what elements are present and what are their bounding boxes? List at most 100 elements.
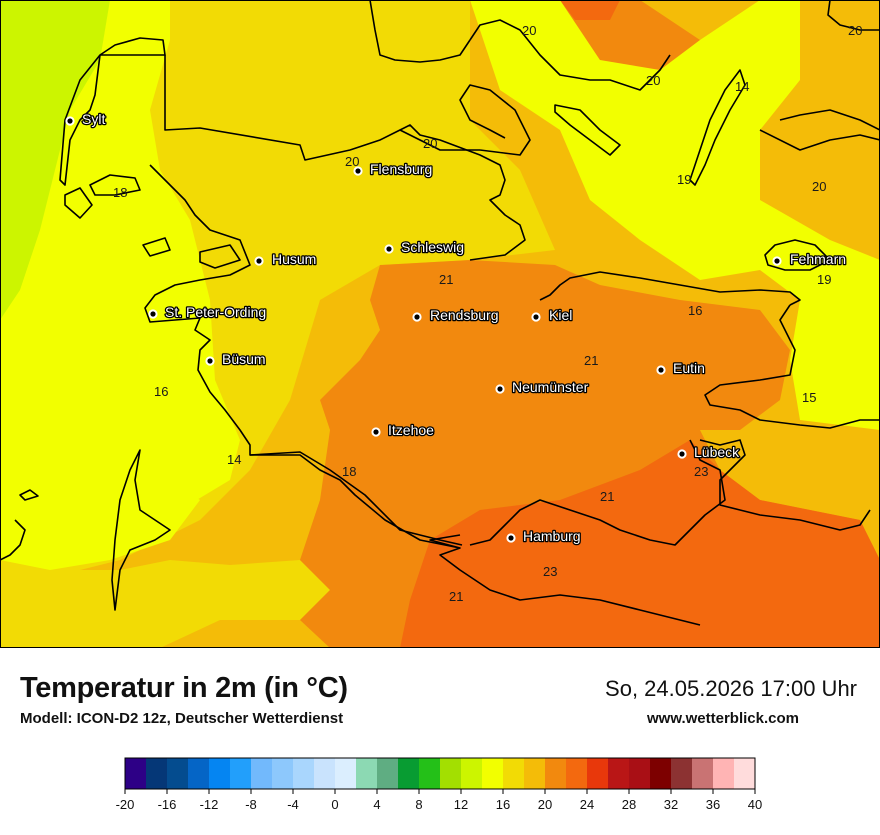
legend-tick-label: 4 bbox=[373, 797, 380, 812]
city-sylt[interactable]: Sylt bbox=[65, 110, 107, 128]
legend-swatch bbox=[671, 758, 693, 789]
temp-field-18-south bbox=[0, 560, 330, 648]
footer: Temperatur in 2m (in °C) Modell: ICON-D2… bbox=[0, 648, 880, 830]
amrum-island bbox=[64, 187, 93, 219]
legend-swatch bbox=[356, 758, 378, 789]
city-husum[interactable]: Husum bbox=[254, 250, 318, 268]
legend-swatch bbox=[209, 758, 231, 789]
small-coast-sw bbox=[0, 519, 26, 561]
svg-text:Büsum: Büsum bbox=[222, 351, 266, 367]
legend-swatch bbox=[398, 758, 420, 789]
svg-text:Flensburg: Flensburg bbox=[370, 161, 432, 177]
lubeck-border bbox=[469, 439, 726, 546]
legend-swatch bbox=[461, 758, 483, 789]
iso-label: 21 bbox=[439, 272, 453, 287]
legend-swatch bbox=[650, 758, 672, 789]
city-kiel[interactable]: Kiel bbox=[531, 306, 574, 324]
legend-swatch bbox=[524, 758, 546, 789]
legend-swatch bbox=[230, 758, 252, 789]
iso-label: 18 bbox=[342, 464, 356, 479]
city-neumuenster[interactable]: Neumünster bbox=[495, 378, 590, 396]
legend-swatch bbox=[713, 758, 735, 789]
temp-field-20-east bbox=[780, 110, 880, 240]
city-luebeck[interactable]: Lübeck bbox=[677, 443, 741, 461]
legend-tick-label: 36 bbox=[706, 797, 720, 812]
legend-swatch bbox=[314, 758, 336, 789]
temp-field-24 bbox=[400, 440, 880, 648]
iso-label: 14 bbox=[735, 79, 749, 94]
coastlines bbox=[0, 0, 880, 626]
legend-swatch bbox=[629, 758, 651, 789]
flensburg-fjord bbox=[459, 84, 531, 156]
elbe-south-bank bbox=[439, 547, 701, 626]
legend-tick-label: 8 bbox=[415, 797, 422, 812]
lubeck-bay bbox=[699, 439, 871, 531]
legend-swatch bbox=[608, 758, 630, 789]
legend-tick-label: -4 bbox=[287, 797, 299, 812]
iso-label: 20 bbox=[423, 136, 437, 151]
svg-text:Schleswig: Schleswig bbox=[401, 239, 464, 255]
kiel-fjord bbox=[539, 271, 801, 306]
iso-label: 18 bbox=[113, 185, 127, 200]
iso-label: 21 bbox=[600, 489, 614, 504]
svg-text:Sylt: Sylt bbox=[82, 111, 105, 127]
iso-label: 16 bbox=[154, 384, 168, 399]
legend-tick-label: -20 bbox=[116, 797, 135, 812]
map-title: Temperatur in 2m (in °C) bbox=[20, 672, 348, 704]
svg-text:Itzehoe: Itzehoe bbox=[388, 422, 434, 438]
island-small-west bbox=[19, 489, 39, 501]
legend-tick-label: -12 bbox=[200, 797, 219, 812]
legend-tick-label: 12 bbox=[454, 797, 468, 812]
iso-label: 20 bbox=[646, 73, 660, 88]
east-coast-mid bbox=[759, 129, 880, 151]
city-buesum[interactable]: Büsum bbox=[205, 350, 267, 368]
city-itzehoe[interactable]: Itzehoe bbox=[371, 421, 435, 439]
legend-tick-label: 16 bbox=[496, 797, 510, 812]
baltic-island-east bbox=[554, 104, 621, 156]
sylt-island bbox=[59, 37, 166, 186]
legend-swatch bbox=[251, 758, 273, 789]
city-eutin[interactable]: Eutin bbox=[656, 359, 706, 377]
iso-label: 23 bbox=[543, 564, 557, 579]
denmark-north-2 bbox=[827, 0, 880, 31]
forecast-datetime: So, 24.05.2026 17:00 Uhr bbox=[605, 676, 857, 701]
svg-text:Husum: Husum bbox=[272, 251, 316, 267]
elbe-north-bank bbox=[249, 451, 463, 546]
iso-label: 20 bbox=[812, 179, 826, 194]
svg-text:Lübeck: Lübeck bbox=[694, 444, 740, 460]
legend-tick-label: -16 bbox=[158, 797, 177, 812]
svg-text:Fehmarn: Fehmarn bbox=[790, 251, 846, 267]
legend-swatch bbox=[146, 758, 168, 789]
iso-label: 20 bbox=[522, 23, 536, 38]
city-fehmarn[interactable]: Fehmarn bbox=[772, 250, 847, 268]
iso-label: 21 bbox=[449, 589, 463, 604]
temp-field-16-east bbox=[470, 0, 880, 430]
svg-text:Kiel: Kiel bbox=[549, 307, 572, 323]
eider-estuary bbox=[111, 449, 171, 611]
legend-swatch bbox=[125, 758, 147, 789]
city-schleswig[interactable]: Schleswig bbox=[384, 238, 465, 256]
iso-label: 20 bbox=[345, 154, 359, 169]
east-coast-north bbox=[469, 19, 671, 91]
isotherm-labels: 20 20 20 14 20 19 20 18 20 21 16 19 21 1… bbox=[113, 23, 862, 604]
legend-tick-label: 28 bbox=[622, 797, 636, 812]
schlei-coast bbox=[399, 124, 526, 261]
legend-swatch bbox=[587, 758, 609, 789]
svg-text:Eutin: Eutin bbox=[673, 360, 705, 376]
city-rendsburg[interactable]: Rendsburg bbox=[412, 306, 500, 324]
svg-text:Hamburg: Hamburg bbox=[523, 528, 581, 544]
legend-tick-label: 20 bbox=[538, 797, 552, 812]
svg-text:St. Peter-Ording: St. Peter-Ording bbox=[165, 304, 266, 320]
iso-label: 16 bbox=[688, 303, 702, 318]
denmark-east-coast bbox=[779, 109, 880, 131]
legend-swatch bbox=[377, 758, 399, 789]
legend-swatch bbox=[545, 758, 567, 789]
legend-swatch bbox=[272, 758, 294, 789]
cities: Sylt Flensburg Schleswig Husum St. Peter… bbox=[65, 110, 847, 545]
iso-label: 20 bbox=[848, 23, 862, 38]
city-st-peter-ording[interactable]: St. Peter-Ording bbox=[148, 303, 267, 321]
nordstrand-island bbox=[199, 244, 241, 269]
website-link[interactable]: www.wetterblick.com bbox=[647, 710, 799, 727]
city-hamburg[interactable]: Hamburg bbox=[506, 527, 582, 545]
city-flensburg[interactable]: Flensburg bbox=[353, 160, 434, 178]
